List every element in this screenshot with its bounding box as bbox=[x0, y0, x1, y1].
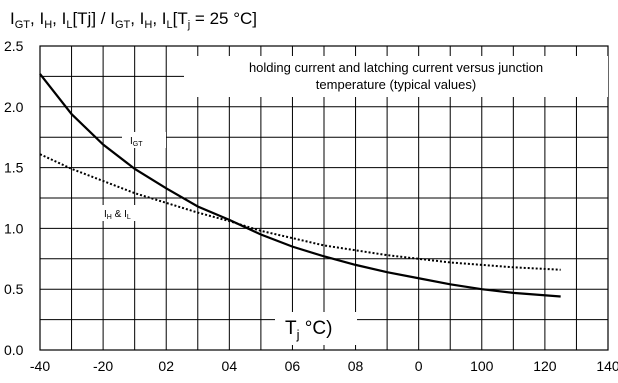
annotation-line-1: holding current and latching current ver… bbox=[249, 60, 543, 75]
y-axis-ticks: 0.0 0.5 1.0 1.5 2.0 2.5 bbox=[4, 38, 24, 358]
series-group bbox=[39, 73, 561, 298]
plot-frame bbox=[39, 45, 609, 351]
x-tick-label: 140 bbox=[596, 358, 618, 374]
x-tick-label: 100 bbox=[470, 358, 494, 374]
series-label-ih-il: IH & IL bbox=[104, 209, 131, 221]
y-tick-label: 0.5 bbox=[4, 281, 24, 297]
x-tick-label: 02 bbox=[158, 358, 174, 374]
ih-il-label-bg bbox=[100, 205, 144, 221]
annotation-line-2: temperature (typical values) bbox=[316, 77, 476, 92]
x-tick-label: 04 bbox=[222, 358, 238, 374]
series-line-igt bbox=[39, 73, 561, 298]
x-tick-label: 0 bbox=[415, 358, 423, 374]
y-tick-label: 1.5 bbox=[4, 160, 24, 176]
series-line-ih-il bbox=[39, 153, 561, 271]
x-tick-label: 08 bbox=[348, 358, 364, 374]
x-tick-label: 120 bbox=[533, 358, 557, 374]
y-tick-label: 0.0 bbox=[4, 342, 24, 358]
annotation-box bbox=[184, 56, 608, 97]
x-axis-ticks: -40 -20 02 04 06 08 0 100 120 140 bbox=[30, 358, 618, 374]
x-tick-label: -40 bbox=[30, 358, 50, 374]
x-tick-label: -20 bbox=[93, 358, 113, 374]
y-tick-label: 2.0 bbox=[4, 99, 24, 115]
chart-title: IGT, IH, IL[Tj] / IGT, IH, IL[Tj = 25 °C… bbox=[10, 9, 257, 31]
x-tick-label: 06 bbox=[285, 358, 301, 374]
x-axis-label-bg bbox=[275, 312, 357, 345]
x-axis-label: Tj °C) bbox=[285, 318, 332, 342]
y-tick-label: 2.5 bbox=[4, 38, 24, 54]
series-label-igt: IGT bbox=[130, 136, 143, 148]
igt-label-bg bbox=[122, 132, 166, 148]
y-tick-label: 1.0 bbox=[4, 220, 24, 236]
